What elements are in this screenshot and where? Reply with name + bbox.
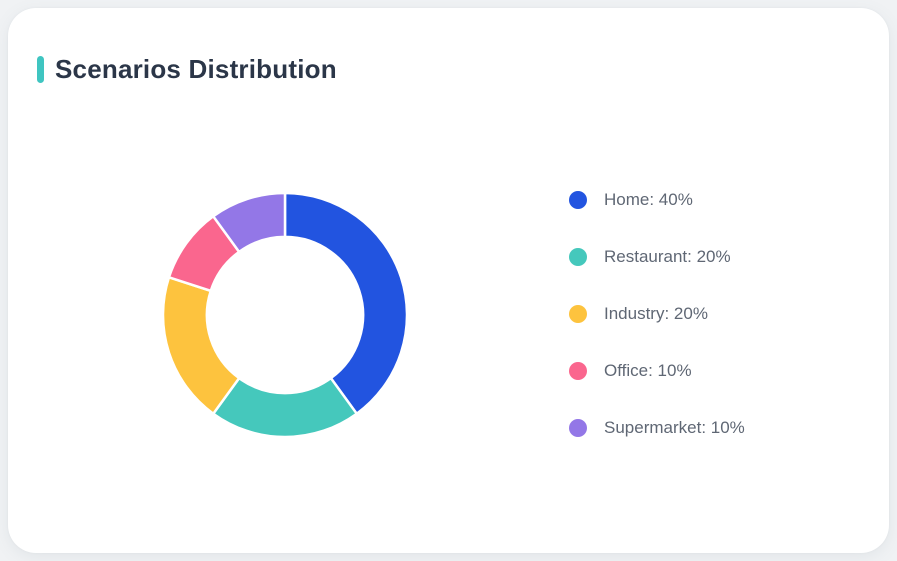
donut-slice-restaurant[interactable] — [211, 376, 359, 439]
donut-slice-home[interactable] — [283, 191, 409, 416]
legend-item-supermarket[interactable]: Supermarket: 10% — [569, 416, 745, 440]
title-accent-bar — [37, 56, 44, 83]
legend-dot-industry — [569, 305, 587, 323]
card-header: Scenarios Distribution — [37, 54, 337, 85]
donut-chart — [161, 191, 409, 439]
legend-label: Office: 10% — [604, 361, 692, 380]
scenarios-distribution-card: Scenarios Distribution Home: 40% Restaura… — [8, 8, 889, 553]
legend-item-office[interactable]: Office: 10% — [569, 359, 745, 383]
legend-label: Restaurant: 20% — [604, 247, 731, 266]
donut-chart-area — [135, 165, 435, 465]
donut-slice-industry[interactable] — [161, 275, 241, 416]
legend-dot-restaurant — [569, 248, 587, 266]
legend-dot-supermarket — [569, 419, 587, 437]
legend-item-home[interactable]: Home: 40% — [569, 188, 745, 212]
legend-item-industry[interactable]: Industry: 20% — [569, 302, 745, 326]
legend-label: Industry: 20% — [604, 304, 708, 323]
legend-label: Supermarket: 10% — [604, 418, 745, 437]
donut-slice-supermarket[interactable] — [211, 191, 287, 254]
legend-dot-office — [569, 362, 587, 380]
legend-dot-home — [569, 191, 587, 209]
page-title: Scenarios Distribution — [55, 54, 337, 84]
legend-item-restaurant[interactable]: Restaurant: 20% — [569, 245, 745, 269]
chart-legend: Home: 40% Restaurant: 20% Industry: 20% Off… — [569, 188, 745, 440]
legend-label: Home: 40% — [604, 190, 693, 209]
